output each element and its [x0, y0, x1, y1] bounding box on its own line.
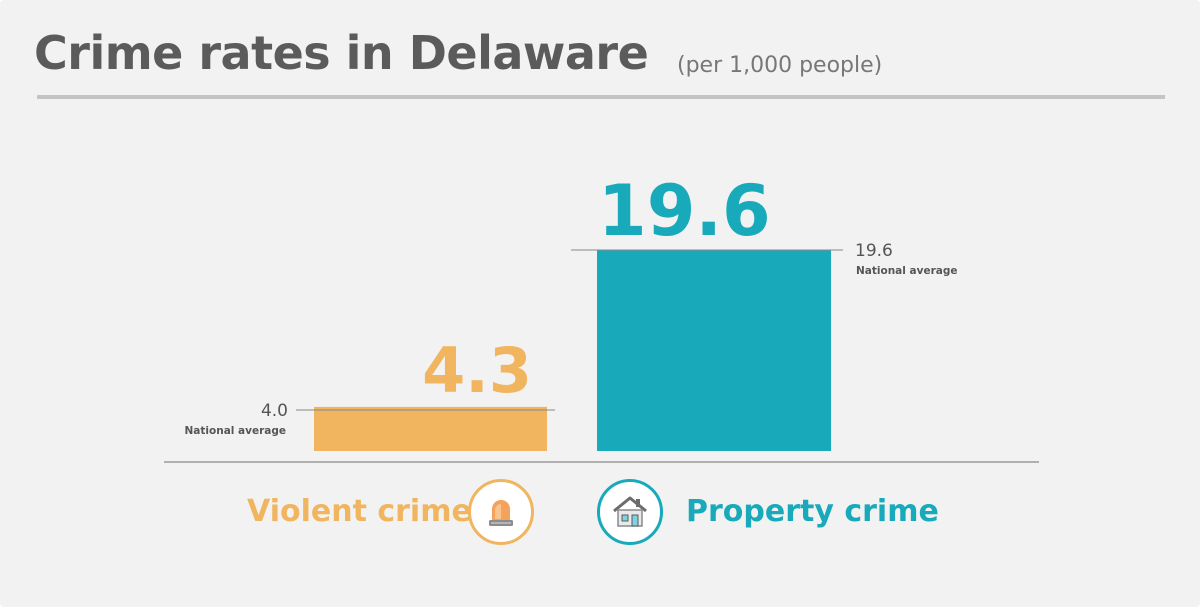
title-divider — [37, 95, 1165, 99]
data-label: 4.3 — [422, 334, 532, 407]
siren-icon-graphic — [489, 500, 513, 526]
siren-icon — [468, 479, 534, 545]
bar — [314, 406, 547, 451]
house-icon-graphic — [613, 496, 647, 527]
property-crime-label: Property crime — [686, 494, 939, 529]
chart-subtitle: (per 1,000 people) — [677, 53, 883, 78]
chart-title: Crime rates in Delaware — [34, 26, 649, 80]
data-label: 19.6 — [598, 170, 771, 252]
national-average-label: National average — [185, 425, 286, 437]
violent-crime-label: Violent crime — [247, 494, 472, 529]
national-average-value: 19.6 — [855, 241, 893, 261]
national-average-value: 4.0 — [261, 401, 288, 421]
house-icon — [597, 479, 663, 545]
bar — [597, 250, 831, 451]
national-average-label: National average — [856, 265, 957, 277]
